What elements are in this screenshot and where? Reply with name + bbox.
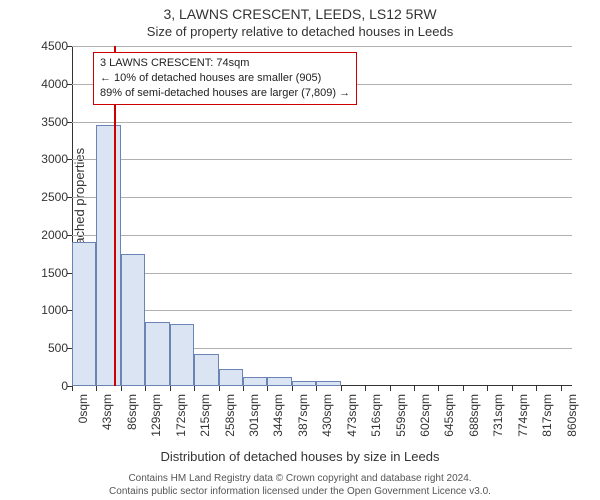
- annotation-box: 3 LAWNS CRESCENT: 74sqm ← 10% of detache…: [93, 52, 357, 105]
- gridline-h: [72, 159, 572, 160]
- x-axis-label: Distribution of detached houses by size …: [0, 449, 600, 464]
- xtick-label: 301sqm: [247, 394, 261, 437]
- xtick-mark: [316, 386, 317, 391]
- xtick-label: 215sqm: [198, 394, 212, 437]
- ytick-label: 3500: [18, 115, 68, 129]
- histogram-bar: [121, 254, 145, 386]
- annotation-line-2: ← 10% of detached houses are smaller (90…: [100, 71, 350, 86]
- xtick-mark: [365, 386, 366, 391]
- xtick-mark: [72, 386, 73, 391]
- histogram-bar: [292, 381, 316, 386]
- annotation-line-3: 89% of semi-detached houses are larger (…: [100, 86, 350, 101]
- xtick-label: 817sqm: [540, 394, 554, 437]
- xtick-mark: [267, 386, 268, 391]
- xtick-mark: [96, 386, 97, 391]
- xtick-mark: [170, 386, 171, 391]
- histogram-bar: [96, 125, 120, 386]
- xtick-mark: [219, 386, 220, 391]
- ytick-label: 500: [18, 341, 68, 355]
- chart-container: 3, LAWNS CRESCENT, LEEDS, LS12 5RW Size …: [0, 0, 600, 500]
- histogram-bar: [219, 369, 243, 386]
- xtick-label: 473sqm: [345, 394, 359, 437]
- xtick-mark: [536, 386, 537, 391]
- xtick-mark: [341, 386, 342, 391]
- gridline-h: [72, 235, 572, 236]
- xtick-label: 86sqm: [125, 394, 139, 430]
- xtick-label: 387sqm: [296, 394, 310, 437]
- xtick-mark: [414, 386, 415, 391]
- xtick-mark: [194, 386, 195, 391]
- histogram-bar: [145, 322, 169, 386]
- ytick-label: 4500: [18, 39, 68, 53]
- caption-line-1: Contains HM Land Registry data © Crown c…: [0, 472, 600, 485]
- gridline-h: [72, 122, 572, 123]
- xtick-label: 172sqm: [174, 394, 188, 437]
- xtick-label: 602sqm: [418, 394, 432, 437]
- histogram-bar: [243, 377, 267, 386]
- xtick-label: 258sqm: [223, 394, 237, 437]
- xtick-label: 860sqm: [565, 394, 579, 437]
- xtick-label: 645sqm: [442, 394, 456, 437]
- xtick-mark: [243, 386, 244, 391]
- gridline-h: [72, 46, 572, 47]
- xtick-mark: [390, 386, 391, 391]
- histogram-bar: [170, 324, 194, 386]
- page-title: 3, LAWNS CRESCENT, LEEDS, LS12 5RW: [0, 6, 600, 22]
- xtick-label: 774sqm: [516, 394, 530, 437]
- xtick-label: 129sqm: [149, 394, 163, 437]
- xtick-mark: [463, 386, 464, 391]
- xtick-label: 430sqm: [320, 394, 334, 437]
- ytick-label: 4000: [18, 77, 68, 91]
- xtick-mark: [292, 386, 293, 391]
- histogram-bar: [72, 242, 96, 386]
- xtick-label: 559sqm: [394, 394, 408, 437]
- histogram-bar: [267, 377, 291, 386]
- xtick-label: 0sqm: [76, 394, 90, 423]
- xtick-mark: [145, 386, 146, 391]
- xtick-label: 731sqm: [491, 394, 505, 437]
- caption: Contains HM Land Registry data © Crown c…: [0, 472, 600, 498]
- gridline-h: [72, 273, 572, 274]
- xtick-mark: [438, 386, 439, 391]
- xtick-mark: [121, 386, 122, 391]
- page-subtitle: Size of property relative to detached ho…: [0, 24, 600, 39]
- caption-line-2: Contains public sector information licen…: [0, 485, 600, 498]
- annotation-line-1: 3 LAWNS CRESCENT: 74sqm: [100, 56, 350, 71]
- xtick-mark: [561, 386, 562, 391]
- xtick-label: 43sqm: [100, 394, 114, 430]
- xtick-label: 516sqm: [369, 394, 383, 437]
- histogram-bar: [316, 381, 340, 386]
- ytick-label: 1000: [18, 303, 68, 317]
- xtick-mark: [512, 386, 513, 391]
- xtick-label: 344sqm: [271, 394, 285, 437]
- xtick-label: 688sqm: [467, 394, 481, 437]
- ytick-label: 2500: [18, 190, 68, 204]
- histogram-bar: [194, 354, 218, 386]
- xtick-mark: [487, 386, 488, 391]
- gridline-h: [72, 310, 572, 311]
- ytick-label: 1500: [18, 266, 68, 280]
- ytick-label: 0: [18, 379, 68, 393]
- gridline-h: [72, 197, 572, 198]
- ytick-label: 2000: [18, 228, 68, 242]
- ytick-label: 3000: [18, 152, 68, 166]
